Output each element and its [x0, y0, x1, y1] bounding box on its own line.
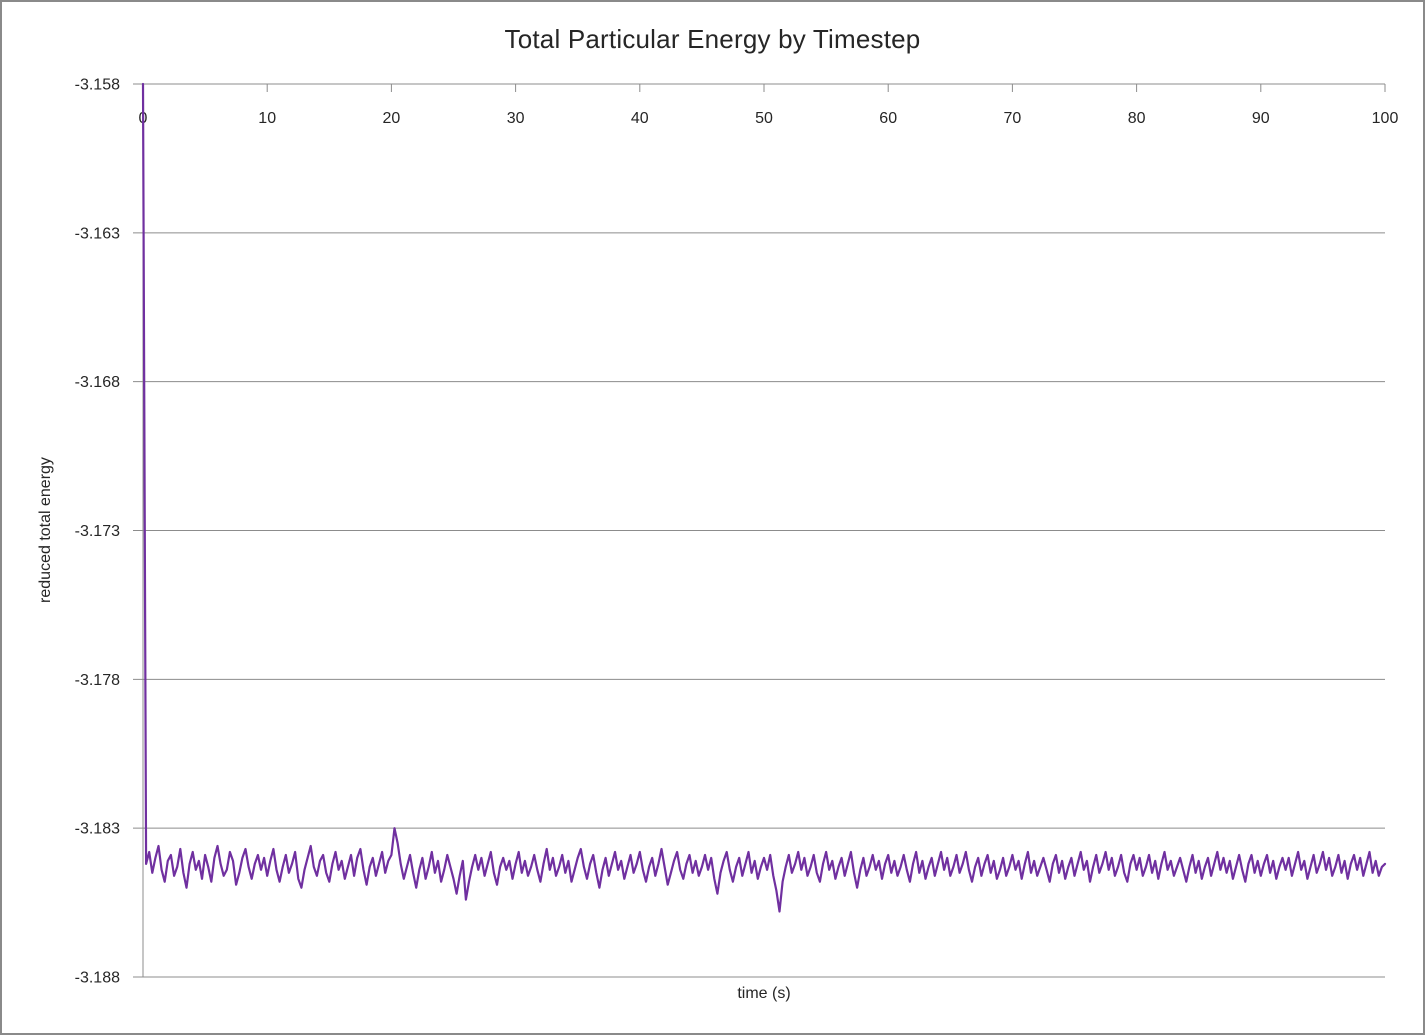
- x-tick-label: 80: [1128, 110, 1146, 127]
- x-tick-label: 50: [755, 110, 773, 127]
- y-axis-title: reduced total energy: [37, 457, 54, 603]
- x-tick-label: 100: [1372, 110, 1399, 127]
- x-tick-label: 30: [507, 110, 525, 127]
- x-tick-label: 20: [383, 110, 401, 127]
- y-tick-label: -3.183: [75, 821, 120, 838]
- y-tick-label: -3.163: [75, 225, 120, 242]
- y-tick-label: -3.158: [75, 77, 120, 94]
- y-tick-label: -3.188: [75, 970, 120, 987]
- y-tick-label: -3.178: [75, 672, 120, 689]
- x-tick-label: 40: [631, 110, 649, 127]
- energy-series-line: [141, 82, 1387, 913]
- x-tick-label: 60: [879, 110, 897, 127]
- chart-title: Total Particular Energy by Timestep: [504, 24, 921, 54]
- y-tick-label: -3.173: [75, 523, 120, 540]
- x-tick-label: 70: [1004, 110, 1022, 127]
- x-tick-label: 90: [1252, 110, 1270, 127]
- x-tick-label: 10: [258, 110, 276, 127]
- x-axis-title: time (s): [737, 985, 791, 1002]
- y-tick-label: -3.168: [75, 374, 120, 391]
